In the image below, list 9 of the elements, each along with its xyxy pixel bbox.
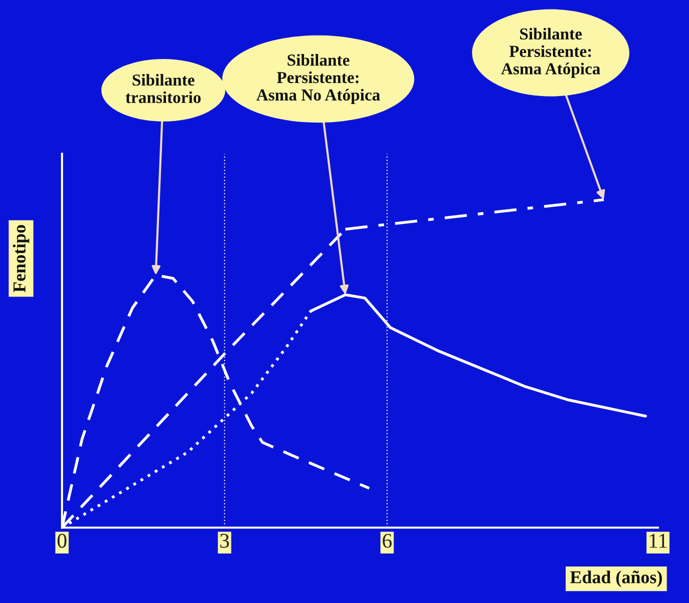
annotation: Sibilante Persistente: Asma Atópica xyxy=(501,28,600,78)
annotation: Sibilante transitorio xyxy=(126,74,201,104)
x-tick-label: 11 xyxy=(650,534,667,548)
x-tick-label: 0 xyxy=(58,534,66,548)
x-tick-label: 3 xyxy=(220,534,229,548)
x-tick-label: 6 xyxy=(382,534,392,548)
y-axis-title: Fenotipo xyxy=(12,225,30,292)
annotation: Sibilante Persistente: Asma No Atópica xyxy=(256,54,380,104)
x-axis-title: Edad (años) xyxy=(570,570,662,588)
